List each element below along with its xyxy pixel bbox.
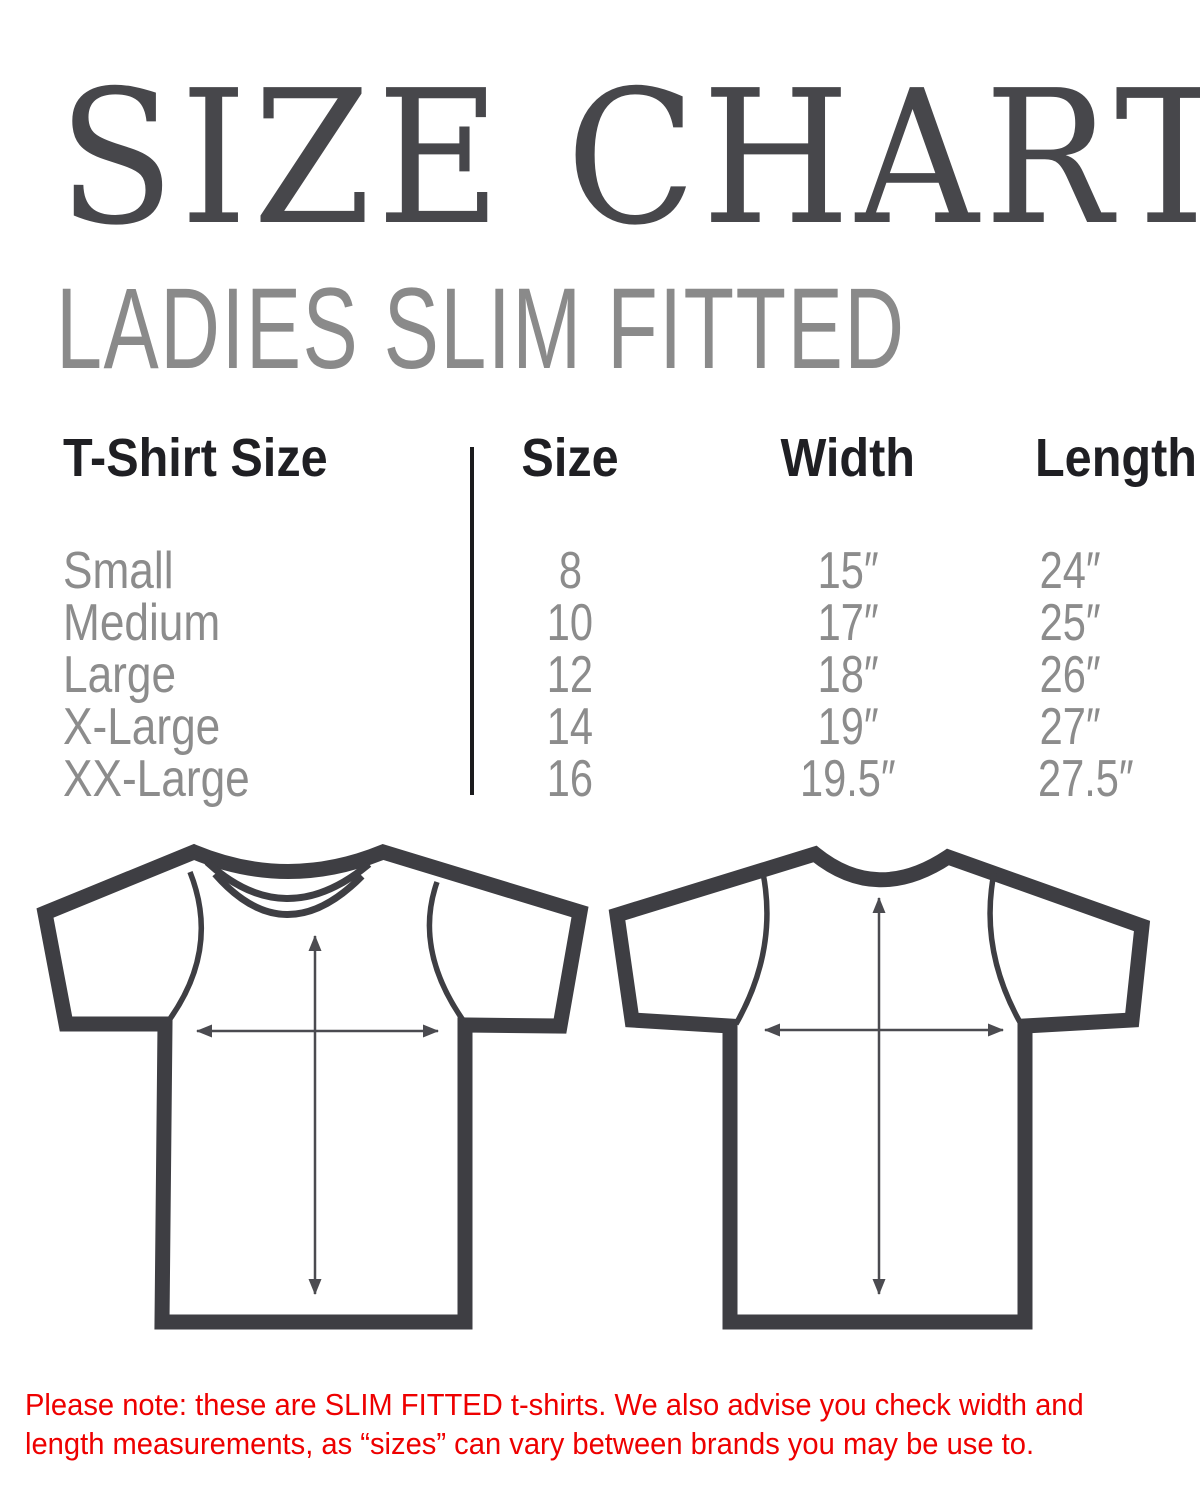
column-header-length: Length [1034, 428, 1197, 488]
note-line-1: Please note: these are SLIM FITTED t-shi… [25, 1387, 1084, 1422]
table-row-x-large: X-Large 14 19″ 27″ [0, 701, 1200, 753]
page-title: SIZE CHART [58, 66, 1200, 251]
note-line-2: length measurements, as “sizes” can vary… [25, 1426, 1035, 1461]
armhole-seam-left-icon [733, 872, 770, 1026]
cell-length: 27″ [1039, 698, 1101, 756]
cell-label: Small [63, 542, 174, 600]
armhole-seam-right-icon [987, 872, 1024, 1026]
page-title-text: SIZE CHART [58, 50, 1200, 266]
table-row-medium: Medium 10 17″ 25″ [0, 597, 1200, 649]
cell-label: Medium [63, 594, 221, 652]
column-header-tshirt-size: T-Shirt Size [63, 428, 328, 488]
cell-size: 8 [558, 542, 582, 600]
cell-length: 25″ [1039, 594, 1101, 652]
cell-label: Large [63, 646, 177, 704]
cell-width: 19.5″ [800, 750, 896, 808]
table-row-small: Small 8 15″ 24″ [0, 545, 1200, 597]
column-header-width: Width [780, 428, 916, 488]
armhole-seam-left-icon [164, 870, 205, 1025]
cell-size: 14 [546, 698, 594, 756]
tshirt-back-diagram [608, 845, 1151, 1330]
cell-width: 18″ [817, 646, 879, 704]
page-subtitle-text: LADIES SLIM FITTED [56, 265, 906, 393]
cell-size: 10 [546, 594, 594, 652]
cell-length: 26″ [1039, 646, 1101, 704]
armhole-seam-right-icon [426, 881, 468, 1025]
table-row-xx-large: XX-Large 16 19.5″ 27.5″ [0, 753, 1200, 805]
note-text: Please note: these are SLIM FITTED t-shi… [25, 1385, 1200, 1463]
table-divider-line [470, 447, 474, 795]
cell-length: 24″ [1039, 542, 1101, 600]
collar-band-inner-icon [204, 859, 372, 902]
cell-size: 12 [546, 646, 594, 704]
page-subtitle: LADIES SLIM FITTED [56, 265, 1200, 393]
column-header-size: Size [521, 428, 619, 488]
tshirt-front-diagram [36, 843, 589, 1330]
cell-size: 16 [546, 750, 594, 808]
cell-width: 19″ [817, 698, 879, 756]
cell-width: 15″ [817, 542, 879, 600]
cell-width: 17″ [817, 594, 879, 652]
cell-label: XX-Large [63, 750, 250, 808]
collar-band-outer-icon [212, 871, 365, 918]
size-table-body: Small 8 15″ 24″ Medium 10 17″ 25″ Large … [0, 545, 1200, 805]
cell-label: X-Large [63, 698, 221, 756]
table-row-large: Large 12 18″ 26″ [0, 649, 1200, 701]
tshirt-front-outline-icon [36, 843, 589, 1330]
cell-length: 27.5″ [1037, 750, 1134, 808]
size-table-header: T-Shirt Size Size Width Length [0, 431, 1200, 485]
